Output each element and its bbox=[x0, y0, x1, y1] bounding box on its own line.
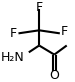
Text: F: F bbox=[36, 1, 43, 14]
Text: O: O bbox=[49, 69, 59, 82]
Text: H₂N: H₂N bbox=[1, 51, 25, 64]
Text: F: F bbox=[10, 27, 17, 40]
Text: F: F bbox=[60, 25, 68, 38]
